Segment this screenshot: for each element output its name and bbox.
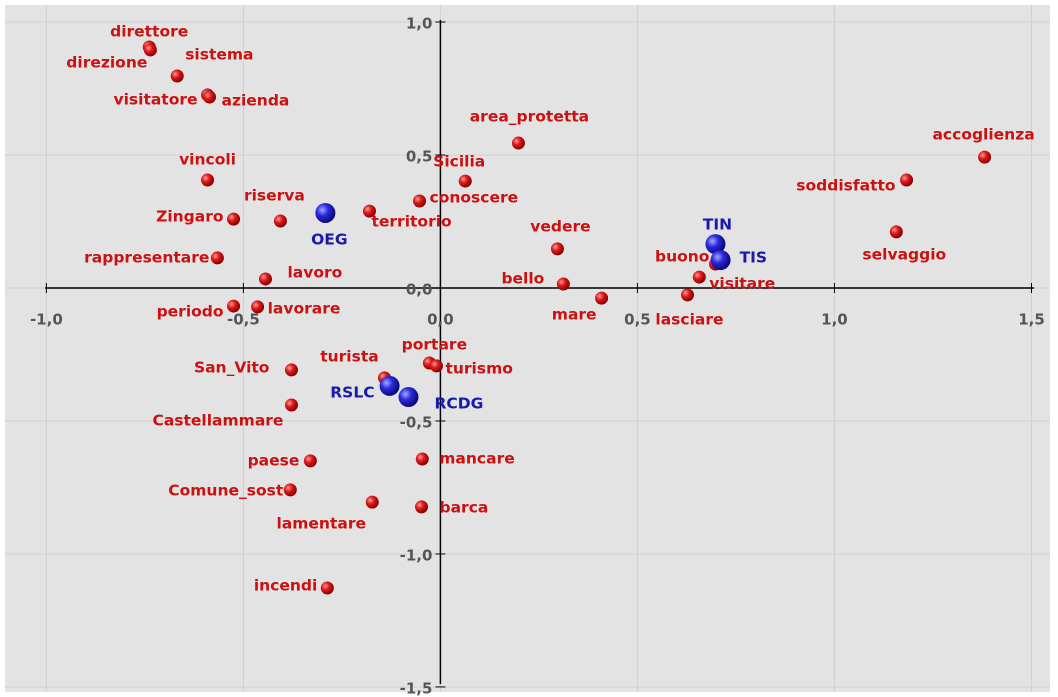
point xyxy=(170,69,184,83)
point-label: area_protetta xyxy=(470,108,589,126)
point-label: rappresentare xyxy=(84,248,209,266)
point xyxy=(978,150,992,164)
point-label: barca xyxy=(440,498,489,516)
point xyxy=(283,483,297,497)
point-label: incendi xyxy=(254,577,318,595)
x-tick-label: -0,5 xyxy=(227,310,260,328)
point-label: Comune_sost xyxy=(168,481,284,499)
point xyxy=(595,291,609,305)
point xyxy=(365,495,379,509)
point-label: direzione xyxy=(66,53,147,71)
point xyxy=(710,250,731,271)
point-label: turismo xyxy=(445,359,512,377)
point xyxy=(705,234,726,255)
plot-area xyxy=(5,5,1050,692)
y-tick-label: -1,0 xyxy=(400,546,433,564)
x-tick-label: 0,5 xyxy=(624,310,651,328)
point xyxy=(251,300,265,314)
point-label: mare xyxy=(552,306,597,324)
point xyxy=(398,387,419,408)
point xyxy=(889,225,903,239)
y-tick-label: 0,0 xyxy=(406,280,433,298)
x-tick-label: -1,0 xyxy=(30,310,63,328)
point-label: TIN xyxy=(703,216,732,234)
point-label: buono xyxy=(655,248,709,266)
point-label: visitare xyxy=(709,275,775,293)
point-label: direttore xyxy=(110,23,188,41)
point xyxy=(201,173,215,187)
point-label: OEG xyxy=(311,230,348,248)
point xyxy=(415,500,429,514)
point xyxy=(900,173,914,187)
point xyxy=(203,90,217,104)
point-label: territorio xyxy=(371,213,451,231)
point xyxy=(692,270,706,284)
point xyxy=(680,288,694,302)
point xyxy=(303,454,317,468)
x-tick-label: 1,5 xyxy=(1018,310,1045,328)
point xyxy=(320,581,334,595)
point-label: vincoli xyxy=(179,151,236,169)
x-tick-label: 0,0 xyxy=(427,310,454,328)
point-label: conoscere xyxy=(430,189,519,207)
point xyxy=(379,375,400,396)
point xyxy=(511,136,525,150)
point xyxy=(273,214,287,228)
point-label: lamentare xyxy=(276,515,366,533)
point xyxy=(227,299,241,313)
point xyxy=(315,202,336,223)
point-label: selvaggio xyxy=(862,245,946,263)
y-tick-label: 1,0 xyxy=(406,15,433,33)
point-label: lavoro xyxy=(287,263,342,281)
point-label: riserva xyxy=(244,186,305,204)
y-tick-label: 0,5 xyxy=(406,148,433,166)
point-label: Sicilia xyxy=(433,153,485,171)
point xyxy=(258,272,272,286)
point-label: periodo xyxy=(157,303,224,321)
x-tick-label: 1,0 xyxy=(821,310,848,328)
point xyxy=(210,251,224,265)
point-label: Castellammare xyxy=(152,412,283,430)
point-label: sistema xyxy=(185,46,253,64)
point-label: RSLC xyxy=(330,383,374,401)
y-tick-label: -0,5 xyxy=(400,413,433,431)
point-label: Zingaro xyxy=(156,208,223,226)
point xyxy=(429,359,443,373)
point-label: paese xyxy=(248,451,300,469)
point-label: bello xyxy=(501,270,544,288)
y-tick-label: -1,5 xyxy=(400,679,433,697)
point-label: San_Vito xyxy=(194,358,270,376)
point-label: RCDG xyxy=(434,395,483,413)
point-label: mancare xyxy=(439,450,514,468)
point-label: azienda xyxy=(222,92,290,110)
point-label: TIS xyxy=(740,249,768,267)
point xyxy=(458,174,472,188)
point xyxy=(413,194,427,208)
point-label: accoglienza xyxy=(932,126,1034,144)
point xyxy=(550,242,564,256)
point xyxy=(143,43,157,57)
point-label: turista xyxy=(320,347,379,365)
point-label: lavorare xyxy=(268,299,341,317)
point xyxy=(227,212,241,226)
point-label: vedere xyxy=(530,217,590,235)
point xyxy=(284,363,298,377)
point xyxy=(362,204,376,218)
point-label: soddisfatto xyxy=(796,177,895,195)
point-label: lasciare xyxy=(655,310,723,328)
point xyxy=(284,398,298,412)
point xyxy=(415,452,429,466)
point-label: visitatore xyxy=(113,90,197,108)
point-label: portare xyxy=(402,335,467,353)
point xyxy=(556,277,570,291)
